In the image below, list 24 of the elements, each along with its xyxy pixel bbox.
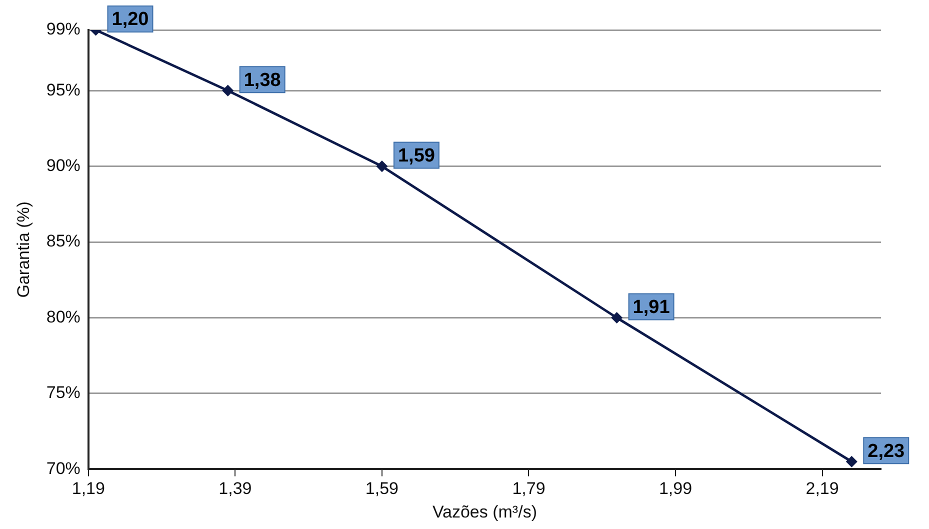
y-tick-label: 80%: [46, 307, 80, 326]
y-tick-label: 85%: [46, 232, 80, 251]
point: [376, 161, 388, 172]
x-tick-label: 1,39: [218, 479, 252, 498]
y-tick-label: 75%: [46, 383, 80, 402]
y-tick-label: 95%: [46, 80, 80, 100]
y-tick-label: 70%: [46, 458, 80, 478]
y-tick-label: 99%: [46, 20, 80, 39]
point: [612, 312, 622, 323]
annotation: 2,23: [868, 440, 905, 462]
x-axis-title: Vazões (m³/s): [432, 502, 537, 522]
x-tick-label: 1,99: [658, 479, 692, 498]
x-tick-label: 2,19: [806, 479, 839, 498]
x-tick-label: 1,79: [512, 479, 546, 498]
point: [222, 85, 234, 96]
point: [846, 456, 857, 467]
annotation: 1,20: [112, 9, 149, 30]
y-axis-title: Garantia (%): [14, 201, 33, 298]
annotation: 1,59: [398, 146, 435, 167]
y-tick-label: 90%: [46, 156, 80, 175]
x-tick-label: 1,59: [365, 479, 399, 498]
annotation: 1,38: [244, 70, 281, 91]
x-tick-label: 1,19: [72, 479, 105, 498]
annotation: 1,91: [632, 296, 670, 318]
